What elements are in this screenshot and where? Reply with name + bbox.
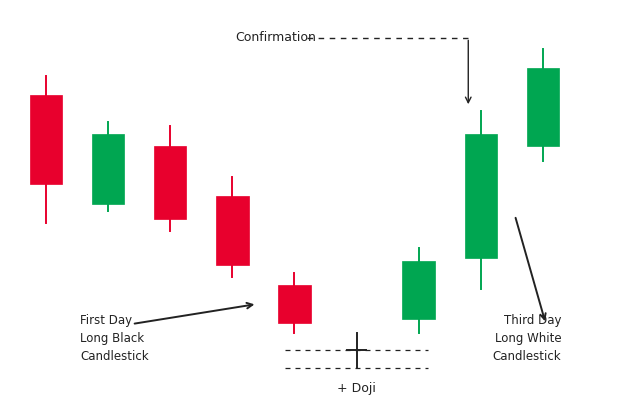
Text: First Day
Long Black
Candlestick: First Day Long Black Candlestick xyxy=(81,314,149,363)
Bar xyxy=(30,96,63,184)
Bar xyxy=(402,262,435,319)
Bar xyxy=(278,285,311,323)
Bar xyxy=(154,146,187,219)
Text: Third Day
Long White
Candlestick: Third Day Long White Candlestick xyxy=(493,314,561,363)
Bar xyxy=(92,134,125,204)
Text: Confirmation: Confirmation xyxy=(236,31,316,44)
Bar xyxy=(464,134,497,258)
Bar xyxy=(216,196,249,265)
Text: + Doji: + Doji xyxy=(337,382,376,395)
Bar xyxy=(526,68,559,146)
